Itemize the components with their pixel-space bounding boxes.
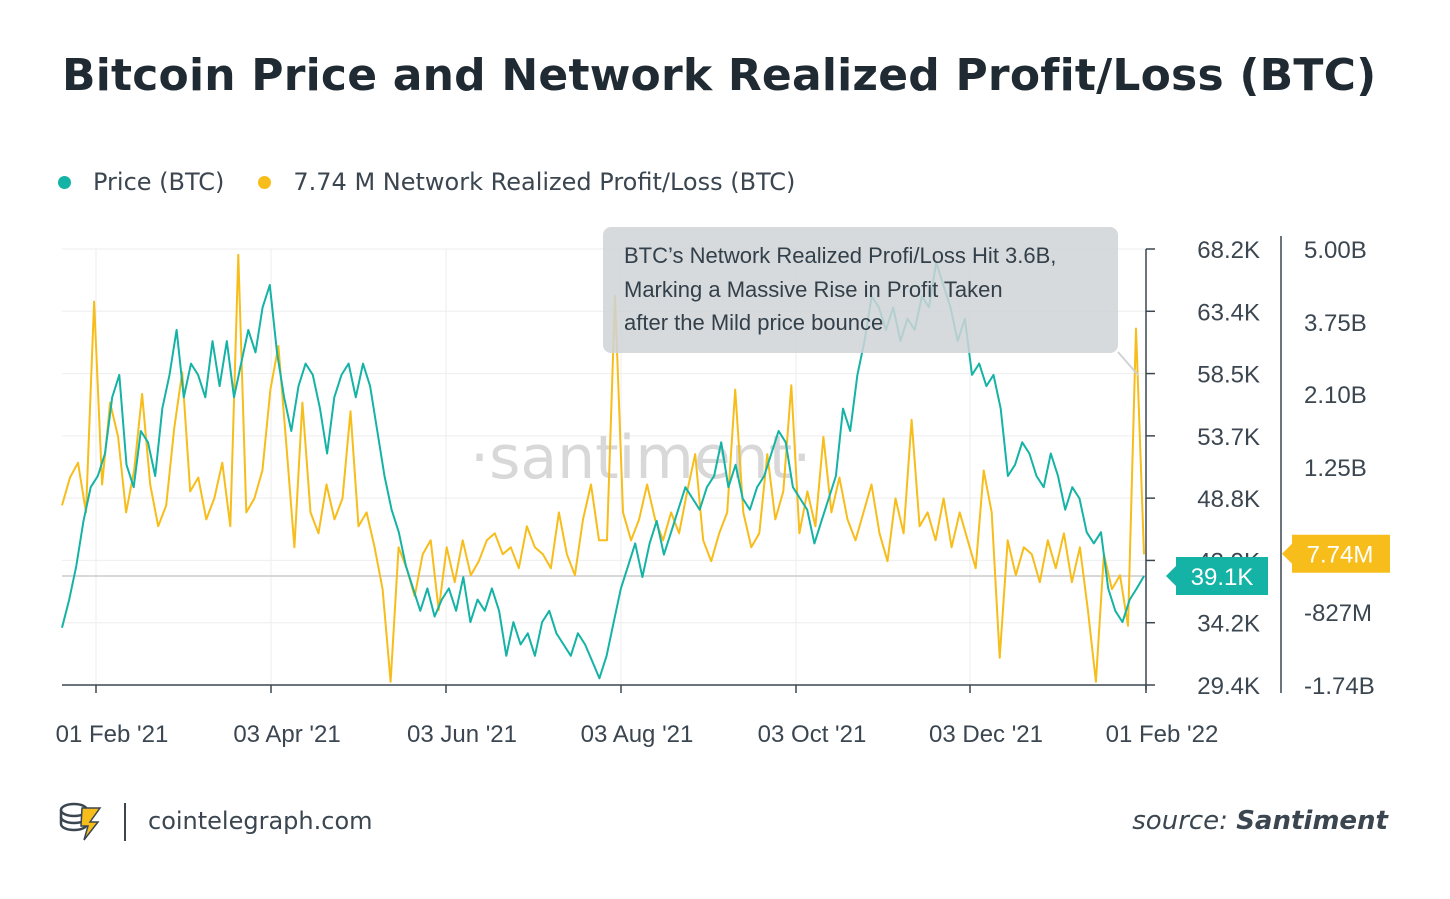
price-tick-label: 53.7K: [1197, 424, 1260, 451]
price-tick-label: 34.2K: [1197, 611, 1260, 638]
chart-area: ·santiment· BTC’s Network Realized Profi…: [0, 0, 1450, 899]
price-current-badge: 39.1K: [1166, 557, 1268, 595]
footer-separator: [124, 803, 126, 841]
annotation-line-3: after the Mild price bounce: [624, 310, 883, 335]
profit-current-label: 7.74M: [1307, 542, 1374, 569]
x-tick-label: 03 Apr '21: [233, 721, 340, 748]
price-tick-label: 58.5K: [1197, 362, 1260, 389]
annotation-line-2: Marking a Massive Rise in Profit Taken: [624, 277, 1003, 302]
x-tick-label: 03 Aug '21: [581, 721, 694, 748]
x-tick-label: 01 Feb '21: [56, 721, 169, 748]
price-tick-label: 29.4K: [1197, 673, 1260, 700]
price-current-label: 39.1K: [1191, 564, 1254, 591]
profit-current-badge: 7.74M: [1282, 535, 1390, 573]
x-tick-label: 03 Dec '21: [929, 721, 1043, 748]
annotation: BTC’s Network Realized Profi/Loss Hit 3.…: [603, 227, 1138, 375]
profit-tick-label: 5.00B: [1304, 237, 1367, 264]
price-tick-label: 68.2K: [1197, 237, 1260, 264]
x-tick-label: 03 Jun '21: [407, 721, 517, 748]
source-prefix: source:: [1132, 806, 1228, 836]
x-tick-label: 01 Feb '22: [1106, 721, 1219, 748]
price-tick-label: 48.8K: [1197, 486, 1260, 513]
cointelegraph-logo[interactable]: [56, 800, 104, 846]
source-name: Santiment: [1236, 806, 1388, 836]
profit-tick-label: 3.75B: [1304, 310, 1367, 337]
footer-site[interactable]: cointelegraph.com: [148, 807, 373, 835]
profit-tick-label: -827M: [1304, 600, 1372, 627]
profit-tick-label: 2.10B: [1304, 382, 1367, 409]
x-tick-label: 03 Oct '21: [758, 721, 867, 748]
profit-tick-label: 1.25B: [1304, 455, 1367, 482]
profit-tick-label: -1.74B: [1304, 673, 1375, 700]
footer-source: source: Santiment: [1132, 806, 1388, 836]
price-tick-label: 63.4K: [1197, 299, 1260, 326]
annotation-line-1: BTC’s Network Realized Profi/Loss Hit 3.…: [624, 243, 1056, 268]
